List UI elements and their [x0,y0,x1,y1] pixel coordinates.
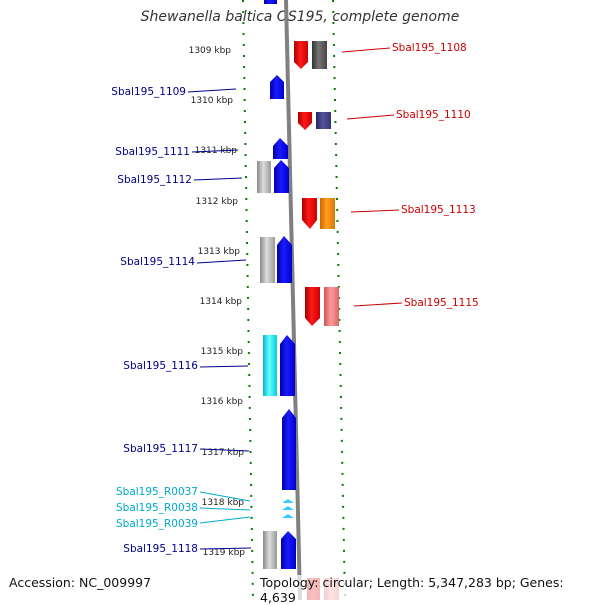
gene-label-left[interactable]: Sbal195_R0038 [116,502,198,514]
ruler-tick-label: 1310 kbp [191,96,234,106]
leader-line [191,149,239,153]
leader-line [350,209,400,213]
accession-text: Accession: NC_009997 [9,575,152,590]
ruler-tick-label: 1315 kbp [201,347,244,357]
gene-arrow[interactable] [270,75,284,99]
reverse-genes [294,41,339,600]
gene-label-left[interactable]: Sbal195_1117 [123,443,198,455]
rrna-arrow[interactable] [282,506,294,510]
ruler-tick-label: 1316 kbp [201,397,244,407]
gene-label-right[interactable]: Sbal195_1110 [396,109,471,121]
leader-line [193,177,243,181]
leader-line [199,491,251,502]
gene-label-left[interactable]: Sbal195_1111 [115,146,190,158]
gene-block[interactable] [257,161,271,193]
leader-line [196,259,247,264]
gene-arrow[interactable] [273,138,288,159]
gene-block[interactable] [312,41,327,69]
gene-arrow[interactable] [305,287,320,326]
leader-line [346,114,395,120]
leader-line [199,516,251,524]
ruler-tick-label: 1313 kbp [198,247,241,257]
leader-line [187,88,237,93]
ruler-tick-label: 1309 kbp [189,46,232,56]
gene-block[interactable] [316,112,331,129]
map-title: Shewanella baltica OS195, complete genom… [140,9,460,25]
gene-label-right[interactable]: Sbal195_1108 [392,42,467,54]
leader-line [341,47,391,53]
ruler-tick-label: 1319 kbp [203,548,246,558]
gene-label-left[interactable]: Sbal195_1112 [117,174,192,186]
ruler-tick-label: 1317 kbp [202,448,245,458]
leader-line [199,365,249,368]
left-labels: Sbal195_1109 Sbal195_1111 Sbal195_1112 S… [111,86,252,555]
ruler-tick-label: 1314 kbp [200,297,243,307]
gene-label-left[interactable]: Sbal195_1116 [123,360,198,372]
gene-arrow[interactable] [298,112,312,130]
gene-block[interactable] [263,531,277,569]
rrna-arrow[interactable] [282,499,294,503]
leader-line [199,547,252,550]
gene-arrow[interactable] [294,41,308,69]
leader-line [353,302,403,307]
gene-label-left[interactable]: Sbal195_1114 [120,256,195,268]
genome-backbone [284,0,302,600]
leader-line [199,448,250,452]
gene-arrow[interactable] [277,236,292,283]
gene-arrow[interactable] [264,0,277,4]
gene-arrow[interactable] [280,335,295,396]
gene-label-left[interactable]: Sbal195_1118 [123,543,198,555]
gene-arrow[interactable] [274,160,289,193]
ruler: 1309 kbp 1310 kbp 1311 kbp 1312 kbp 1313… [189,46,246,558]
gene-block[interactable] [320,198,335,229]
rrna-arrow[interactable] [282,514,294,518]
ruler-tick-label: 1318 kbp [202,498,245,508]
gene-block[interactable] [263,335,277,396]
gene-block[interactable] [324,287,339,326]
gene-arrow[interactable] [281,531,296,569]
right-labels: Sbal195_1108 Sbal195_1110 Sbal195_1113 S… [341,42,479,309]
gene-label-left[interactable]: Sbal195_1109 [111,86,186,98]
gene-label-left[interactable]: Sbal195_R0039 [116,518,198,530]
gene-arrow[interactable] [282,409,296,490]
gene-arrow[interactable] [302,198,317,229]
leader-line [199,507,251,511]
forward-genes [257,0,296,569]
gene-block[interactable] [260,237,275,283]
gene-label-left[interactable]: Sbal195_R0037 [116,486,198,498]
gene-label-right[interactable]: Sbal195_1113 [401,204,476,216]
topology-text: Topology: circular; Length: 5,347,283 bp… [260,575,600,605]
gene-label-right[interactable]: Sbal195_1115 [404,297,479,309]
ruler-tick-label: 1312 kbp [196,197,239,207]
